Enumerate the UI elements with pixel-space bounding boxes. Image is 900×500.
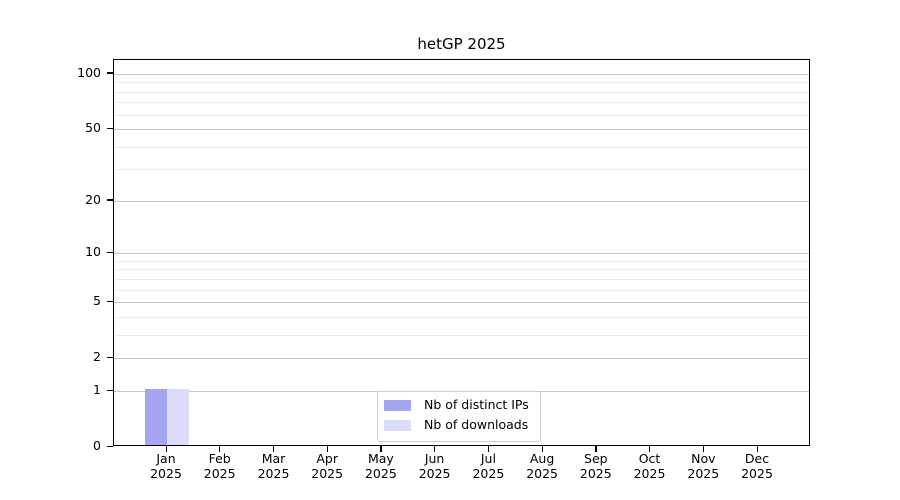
y-tick-2 — [107, 356, 113, 358]
x-tick-label: Apr 2025 — [311, 451, 344, 481]
x-tick-feb — [219, 446, 221, 452]
y-tick-20 — [107, 199, 113, 201]
y-tick-label: 1 — [93, 382, 101, 397]
y-tick-10 — [107, 251, 113, 253]
x-tick-label: Oct 2025 — [633, 451, 666, 481]
y-tick-label: 2 — [93, 349, 101, 365]
x-tick-label: Jul 2025 — [472, 451, 505, 481]
gridline-minor-40 — [114, 146, 809, 148]
x-tick-jan — [165, 446, 167, 452]
gridline-minor-8 — [114, 269, 809, 271]
x-tick-may — [380, 446, 382, 452]
gridline-minor-4 — [114, 316, 809, 318]
y-tick-100 — [107, 72, 113, 74]
legend-label: Nb of distinct IPs — [424, 397, 529, 412]
gridline-minor-7 — [114, 278, 809, 280]
gridline-minor-80 — [114, 91, 809, 93]
x-tick-label: Jun 2025 — [418, 451, 451, 481]
gridline-major-50 — [114, 129, 809, 131]
x-tick-mar — [273, 446, 275, 452]
gridline-minor-3 — [114, 334, 809, 336]
legend-label: Nb of downloads — [424, 417, 529, 432]
y-tick-label: 5 — [93, 293, 101, 309]
gridline-minor-9 — [114, 260, 809, 262]
y-tick-label: 20 — [85, 191, 101, 207]
gridline-major-100 — [114, 73, 809, 75]
x-tick-label: Mar 2025 — [257, 451, 290, 481]
x-tick-sep — [595, 446, 597, 452]
x-tick-dec — [756, 446, 758, 452]
gridline-minor-70 — [114, 102, 809, 104]
y-tick-label: 0 — [93, 438, 101, 453]
y-tick-5 — [107, 300, 113, 302]
x-tick-apr — [326, 446, 328, 452]
y-tick-label: 50 — [85, 120, 101, 136]
y-tick-label: 100 — [77, 64, 101, 80]
y-tick-1 — [107, 389, 113, 391]
legend: Nb of distinct IPs Nb of downloads — [377, 391, 541, 442]
x-tick-aug — [541, 446, 543, 452]
gridline-minor-6 — [114, 289, 809, 291]
x-tick-label: May 2025 — [364, 451, 397, 481]
gridline-major-10 — [114, 253, 809, 255]
x-tick-label: Aug 2025 — [526, 451, 558, 481]
y-tick-50 — [107, 127, 113, 129]
gridline-major-20 — [114, 200, 809, 202]
bar-nb-of-distinct-ips-jan — [145, 389, 167, 445]
x-tick-label: Feb 2025 — [203, 451, 236, 481]
x-tick-jun — [434, 446, 436, 452]
gridline-minor-60 — [114, 114, 809, 116]
bar-nb-of-downloads-jan — [167, 389, 189, 445]
x-tick-label: Jan 2025 — [150, 451, 182, 481]
legend-row: Nb of downloads — [378, 416, 540, 436]
legend-swatch-icon — [384, 420, 411, 431]
gridline-major-5 — [114, 302, 809, 304]
chart-title: hetGP 2025 — [417, 35, 506, 53]
legend-swatch-icon — [384, 400, 411, 411]
x-tick-oct — [649, 446, 651, 452]
x-tick-nov — [702, 446, 705, 452]
x-tick-jul — [487, 446, 490, 452]
x-tick-label: Nov 2025 — [687, 451, 720, 481]
gridline-minor-30 — [114, 169, 809, 171]
gridline-major-2 — [114, 358, 809, 360]
y-tick-label: 10 — [85, 244, 101, 260]
plot-area — [113, 59, 810, 446]
gridline-minor-90 — [114, 82, 809, 84]
y-tick-0 — [107, 445, 113, 447]
x-tick-label: Dec 2025 — [741, 451, 773, 481]
legend-row: Nb of distinct IPs — [378, 396, 540, 416]
x-tick-label: Sep 2025 — [579, 451, 612, 481]
